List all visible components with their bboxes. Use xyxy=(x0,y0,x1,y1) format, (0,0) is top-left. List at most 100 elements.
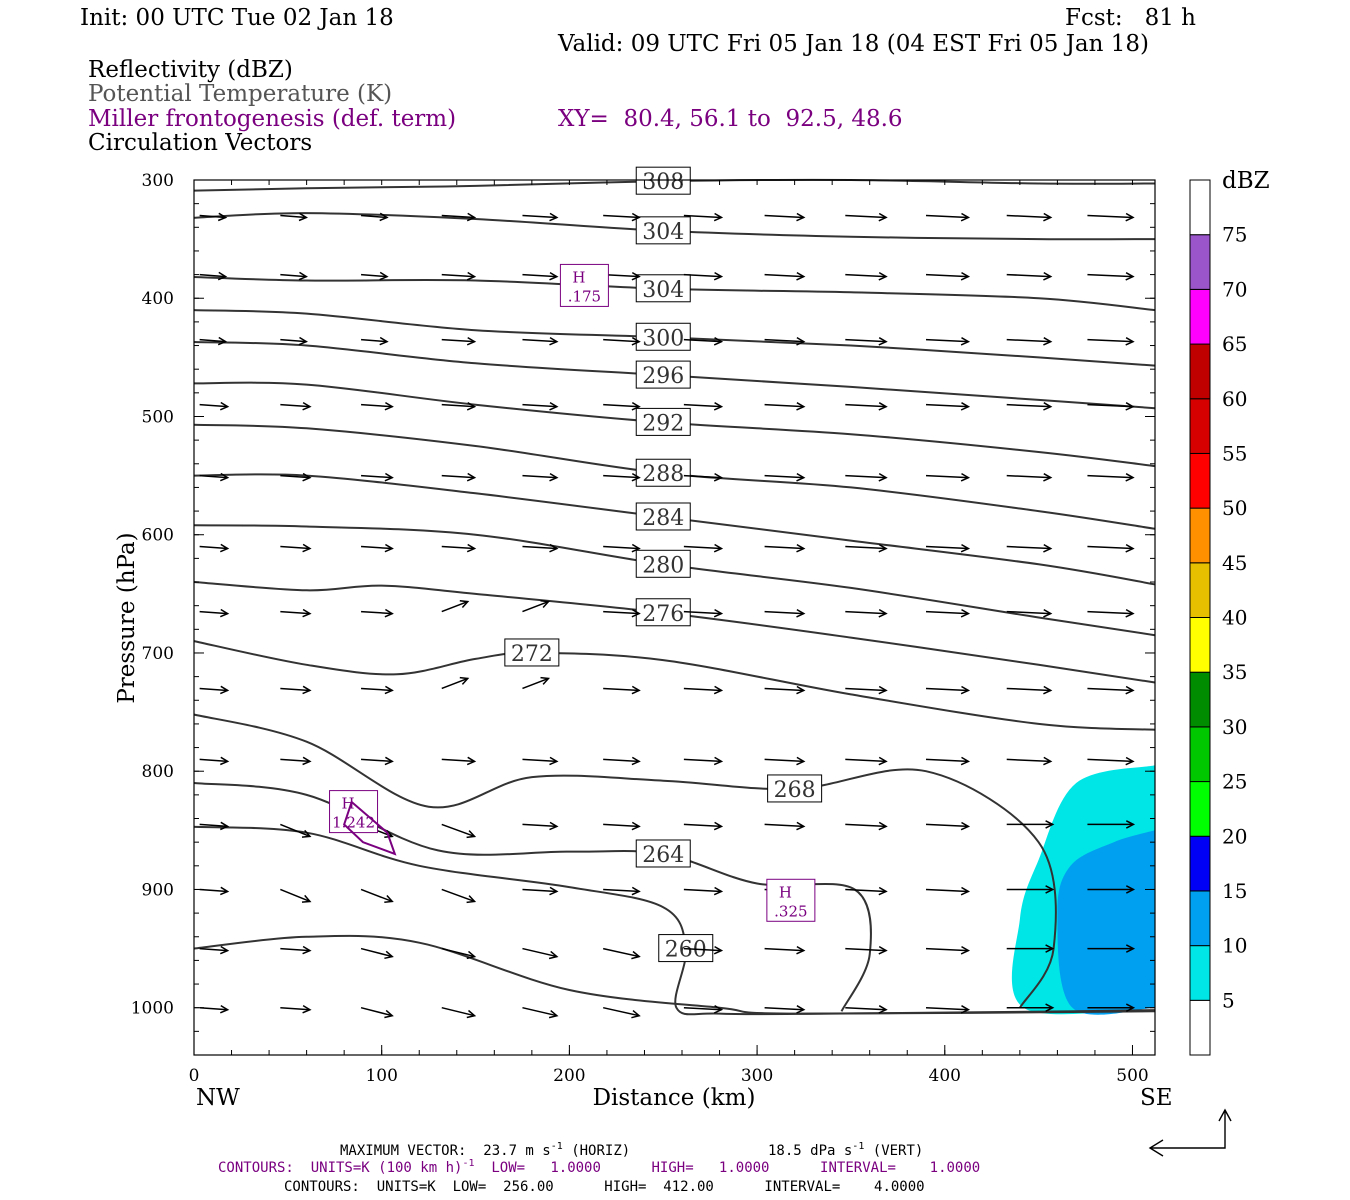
circulation-vector xyxy=(361,685,394,695)
circulation-vector xyxy=(764,685,806,695)
circulation-vector xyxy=(1087,212,1135,222)
x-tick-label: 400 xyxy=(929,1066,961,1086)
circulation-vector xyxy=(603,543,641,553)
circulation-vector xyxy=(280,472,312,482)
circulation-vector xyxy=(845,886,888,896)
circulation-vector xyxy=(280,336,308,346)
circulation-vector xyxy=(1087,756,1135,766)
theta-contour-256 xyxy=(193,934,1156,1015)
frontogenesis-max-value: .325 xyxy=(774,902,807,920)
circulation-vector xyxy=(764,402,806,411)
circulation-vector xyxy=(199,821,230,831)
colorbar: 5 10 15 20 25 30 35 40 45 50 55 60 65 70 75 xyxy=(1189,179,1247,1056)
colorbar-segment-60 xyxy=(1189,343,1211,400)
reflectivity-region-10dbz xyxy=(1057,830,1155,1015)
forecast-hour: Fcst: 81 h xyxy=(1065,5,1196,31)
y-tick-label: 300 xyxy=(142,171,174,191)
x-tick-label: 300 xyxy=(741,1066,773,1086)
circulation-vectors xyxy=(199,212,1136,1019)
contour-label-box xyxy=(635,502,691,531)
circulation-vector xyxy=(925,1005,971,1014)
contour-label-296: 296 xyxy=(642,364,684,389)
circulation-vector xyxy=(199,608,230,618)
circulation-vector xyxy=(845,337,888,346)
colorbar-label-55: 55 xyxy=(1222,441,1247,465)
circulation-vector xyxy=(522,676,551,690)
contour-label-box xyxy=(635,274,691,303)
frontogenesis-max-0: H.175 xyxy=(559,263,609,307)
contour-label-box xyxy=(767,774,823,803)
circulation-vector xyxy=(441,888,477,904)
colorbar-label-15: 15 xyxy=(1222,879,1247,903)
colorbar-segment-65 xyxy=(1189,288,1211,345)
colorbar-label-40: 40 xyxy=(1222,606,1247,630)
field-reflectivity: Reflectivity (dBZ) xyxy=(88,57,293,83)
colorbar-units: dBZ xyxy=(1222,168,1270,194)
circulation-vector xyxy=(441,756,477,766)
circulation-vector xyxy=(522,543,559,553)
circulation-vector xyxy=(845,945,888,955)
circulation-vector xyxy=(522,472,559,482)
contour-label-box xyxy=(635,166,691,195)
circulation-vector xyxy=(603,336,641,346)
circulation-vector xyxy=(764,945,806,955)
frontogenesis-contour xyxy=(343,800,397,856)
circulation-vector xyxy=(199,472,230,482)
colorbar-segment-70 xyxy=(1189,234,1211,290)
circulation-vector xyxy=(199,212,228,222)
contour-label-284: 284 xyxy=(642,506,684,531)
circulation-vector xyxy=(441,212,477,222)
y-tick-label: 900 xyxy=(142,880,174,900)
circulation-vector xyxy=(1006,885,1055,894)
circulation-vector xyxy=(522,947,559,960)
colorbar-segment-35 xyxy=(1189,617,1211,673)
circulation-vector xyxy=(280,945,312,955)
theta-contour-info: CONTOURS: UNITS=K LOW= 256.00 HIGH= 412.… xyxy=(284,1179,925,1195)
vector-scale-icon xyxy=(1148,1108,1232,1157)
circulation-vector xyxy=(280,823,312,838)
circulation-vector xyxy=(764,543,806,553)
circulation-vector xyxy=(361,608,394,618)
circulation-vector xyxy=(1087,473,1135,482)
contour-label-box xyxy=(635,549,691,578)
circulation-vector xyxy=(1006,402,1053,411)
colorbar-segment-30 xyxy=(1189,671,1211,728)
circulation-vector xyxy=(361,472,394,482)
circulation-vector xyxy=(199,945,230,955)
circulation-vector xyxy=(764,336,806,346)
circulation-vector xyxy=(1006,608,1053,618)
circulation-vector xyxy=(1087,337,1135,346)
frontogenesis-max-1: H1.242 xyxy=(329,790,379,834)
circulation-vector xyxy=(280,685,312,695)
circulation-vector xyxy=(360,212,389,222)
circulation-vector xyxy=(925,685,971,695)
circulation-vector xyxy=(845,472,888,482)
colorbar-label-10: 10 xyxy=(1222,934,1247,958)
field-theta: Potential Temperature (K) xyxy=(88,81,392,107)
fronto-contour-info: CONTOURS: UNITS=K (100 km h)-1 LOW= 1.00… xyxy=(218,1158,980,1176)
circulation-vector xyxy=(603,472,641,482)
circulation-vector xyxy=(603,1006,641,1019)
circulation-vector xyxy=(280,271,308,281)
circulation-vector xyxy=(441,401,477,411)
colorbar-segment-15 xyxy=(1189,835,1211,892)
circulation-vector xyxy=(764,1005,806,1014)
circulation-vector xyxy=(683,271,724,281)
reflectivity-fill xyxy=(1011,765,1155,1015)
circulation-vector xyxy=(199,886,230,896)
contour-label-box xyxy=(635,839,691,868)
contour-label-304: 304 xyxy=(642,220,684,245)
contour-label-box xyxy=(635,216,691,245)
circulation-vector xyxy=(1006,271,1053,281)
colorbar-label-5: 5 xyxy=(1222,988,1235,1012)
circulation-vector xyxy=(1006,944,1055,953)
circulation-vector xyxy=(199,756,230,766)
circulation-vector xyxy=(360,888,394,904)
circulation-vector xyxy=(199,271,228,281)
circulation-vector xyxy=(522,212,559,222)
contour-label-box xyxy=(635,407,691,436)
colorbar-segment-25 xyxy=(1189,726,1211,783)
colorbar-label-30: 30 xyxy=(1222,715,1247,739)
contour-label-264: 264 xyxy=(642,843,684,868)
circulation-vector xyxy=(845,402,888,411)
